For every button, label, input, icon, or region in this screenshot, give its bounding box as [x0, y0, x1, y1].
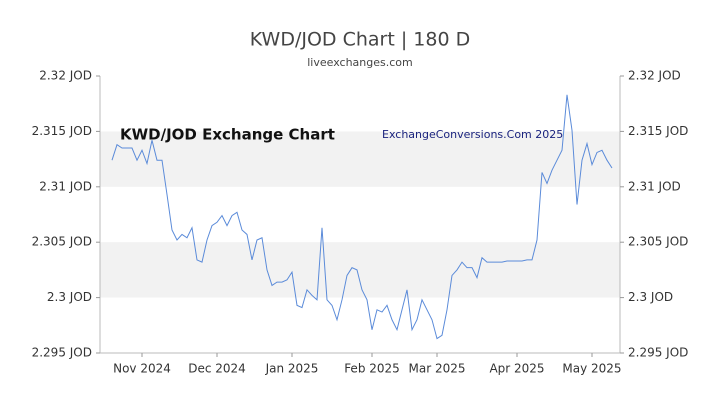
- x-tick-label: May 2025: [562, 362, 621, 376]
- y-tick-label-right: 2.305 JOD: [628, 235, 688, 249]
- y-tick-label: 2.315 JOD: [32, 124, 92, 138]
- chart-subtitle: liveexchanges.com: [307, 56, 412, 69]
- chart-title: KWD/JOD Chart | 180 D: [250, 29, 470, 51]
- x-tick-label: Nov 2024: [113, 362, 171, 376]
- line-series: [111, 94, 613, 340]
- x-tick-label: Mar 2025: [409, 362, 466, 376]
- y-tick-label: 2.31 JOD: [39, 179, 92, 193]
- x-tick-label: Jan 2025: [265, 362, 319, 376]
- annotation: KWD/JOD Exchange Chart: [120, 126, 335, 144]
- y-tick-label-right: 2.295 JOD: [628, 346, 688, 360]
- grid-band: [100, 242, 620, 298]
- y-tick-label: 2.3 JOD: [47, 290, 92, 304]
- annotation: ExchangeConversions.Com 2025: [382, 128, 563, 141]
- y-tick-label: 2.295 JOD: [32, 346, 92, 360]
- x-tick-label: Apr 2025: [489, 362, 544, 376]
- y-tick-label-right: 2.31 JOD: [628, 179, 681, 193]
- grid-band: [100, 131, 620, 187]
- y-tick-label: 2.305 JOD: [32, 235, 92, 249]
- x-tick-label: Dec 2024: [188, 362, 246, 376]
- y-tick-label: 2.32 JOD: [39, 69, 92, 83]
- y-tick-label-right: 2.315 JOD: [628, 124, 688, 138]
- x-tick-label: Feb 2025: [344, 362, 400, 376]
- y-tick-label-right: 2.32 JOD: [628, 69, 681, 83]
- y-tick-label-right: 2.3 JOD: [628, 290, 673, 304]
